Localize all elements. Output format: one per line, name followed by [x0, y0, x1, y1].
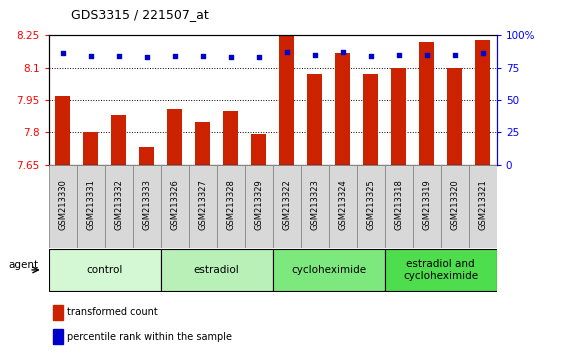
Bar [385, 165, 413, 248]
Bar [469, 165, 497, 248]
Point [170, 53, 179, 59]
Bar [53, 305, 63, 320]
Bar [244, 165, 273, 248]
Text: GDS3315 / 221507_at: GDS3315 / 221507_at [71, 8, 209, 21]
Text: estradiol: estradiol [194, 265, 239, 275]
Bar [132, 165, 160, 248]
Bar [279, 35, 295, 165]
Bar [447, 68, 463, 165]
Bar [441, 165, 469, 248]
Text: GSM213332: GSM213332 [114, 179, 123, 230]
Point [282, 49, 291, 55]
Point [114, 53, 123, 59]
Point [422, 52, 431, 58]
Bar [49, 249, 160, 291]
Bar [357, 165, 385, 248]
Bar [216, 165, 244, 248]
Point [366, 53, 375, 59]
Bar [53, 329, 63, 344]
Bar [104, 165, 132, 248]
Text: agent: agent [9, 259, 39, 270]
Text: GSM213318: GSM213318 [394, 179, 403, 230]
Bar [139, 147, 154, 165]
Bar [385, 249, 497, 291]
Text: GSM213328: GSM213328 [226, 179, 235, 230]
Point [450, 52, 459, 58]
Bar [188, 165, 216, 248]
Text: GSM213320: GSM213320 [451, 179, 459, 230]
Text: GSM213323: GSM213323 [310, 179, 319, 230]
Point [86, 53, 95, 59]
Bar [391, 68, 407, 165]
Text: GSM213330: GSM213330 [58, 179, 67, 230]
Bar [160, 165, 188, 248]
Bar [77, 165, 104, 248]
Text: GSM213327: GSM213327 [198, 179, 207, 230]
Bar [223, 111, 238, 165]
Bar [83, 132, 98, 165]
Bar [49, 165, 77, 248]
Text: GSM213326: GSM213326 [170, 179, 179, 230]
Bar [301, 165, 329, 248]
Point [478, 51, 487, 56]
Text: cycloheximide: cycloheximide [291, 265, 366, 275]
Bar [160, 249, 273, 291]
Text: GSM213325: GSM213325 [366, 179, 375, 230]
Bar [307, 74, 323, 165]
Bar [329, 165, 357, 248]
Bar [363, 74, 379, 165]
Bar [167, 109, 182, 165]
Point [142, 55, 151, 60]
Bar [419, 42, 435, 165]
Bar [195, 121, 210, 165]
Bar [413, 165, 441, 248]
Text: GSM213322: GSM213322 [282, 179, 291, 230]
Text: GSM213321: GSM213321 [478, 179, 487, 230]
Bar [273, 249, 385, 291]
Point [226, 55, 235, 60]
Text: estradiol and
cycloheximide: estradiol and cycloheximide [403, 259, 478, 281]
Bar [273, 165, 301, 248]
Point [58, 51, 67, 56]
Text: GSM213331: GSM213331 [86, 179, 95, 230]
Bar [475, 40, 490, 165]
Text: GSM213324: GSM213324 [338, 179, 347, 230]
Text: transformed count: transformed count [67, 307, 158, 317]
Point [198, 53, 207, 59]
Point [394, 52, 403, 58]
Point [254, 55, 263, 60]
Text: GSM213333: GSM213333 [142, 179, 151, 230]
Text: GSM213319: GSM213319 [422, 179, 431, 230]
Bar [251, 135, 266, 165]
Text: percentile rank within the sample: percentile rank within the sample [67, 332, 232, 342]
Text: control: control [86, 265, 123, 275]
Bar [111, 115, 126, 165]
Bar [335, 53, 351, 165]
Bar [55, 96, 70, 165]
Point [338, 49, 347, 55]
Text: GSM213329: GSM213329 [254, 179, 263, 230]
Point [310, 52, 319, 58]
